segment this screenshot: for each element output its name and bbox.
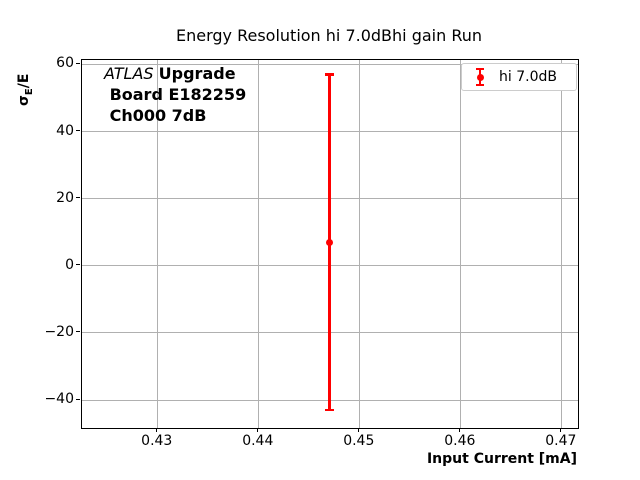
x-tick-label: 0.43 [141,433,173,449]
y-axis-label-rest: /E [16,73,32,89]
y-tick-mark [76,398,80,400]
x-tick-label: 0.45 [343,433,375,449]
y-axis-label: σE/E [16,74,35,106]
chart-title: Energy Resolution hi 7.0dBhi gain Run [175,26,483,45]
y-tick-mark [76,197,80,199]
legend: hi 7.0dB [461,63,577,91]
y-tick-label: 20 [56,189,74,206]
y-tick-label: −20 [44,323,74,340]
x-tick-mark [358,428,360,432]
annotation-block: ATLAS Upgrade Board E182259 Ch000 7dB [104,63,246,126]
annotation-upgrade-label: Upgrade [158,64,236,83]
x-tick-mark [257,428,259,432]
y-tick-mark [76,331,80,333]
annotation-line-2: Board E182259 [104,85,247,104]
x-tick-mark [459,428,461,432]
x-tick-label: 0.46 [444,433,476,449]
x-tick-label: 0.44 [242,433,274,449]
y-tick-mark [76,264,80,266]
y-tick-label: 0 [65,256,74,273]
data-point-marker [325,238,333,246]
y-axis-label-sigma: σ [16,95,32,106]
y-tick-label: −40 [44,391,74,408]
gridline-vertical [561,60,563,428]
gridline-vertical [258,60,260,428]
legend-errorbar-icon [473,67,487,87]
annotation-atlas-label: ATLAS [104,64,159,83]
legend-entry-label: hi 7.0dB [499,69,557,85]
y-tick-mark [76,62,80,64]
y-tick-label: 40 [56,122,74,139]
errorbar-cap-top [324,73,334,76]
annotation-line-3: Ch000 7dB [104,106,207,125]
y-axis-label-subscript: E [23,88,35,96]
legend-errorbar-dot [476,73,484,81]
x-axis-label: Input Current [mA] [426,451,577,467]
gridline-vertical [157,60,159,428]
gridline-horizontal [82,63,578,65]
errorbar-cap-bottom [324,408,334,412]
plot-area [81,59,579,429]
x-tick-mark [560,428,562,432]
annotation-line-1: ATLAS Upgrade [104,63,246,84]
gridline-vertical [460,60,462,428]
legend-errorbar-cap-bottom [476,84,484,86]
gridline-vertical [359,60,361,428]
y-tick-label: 60 [56,55,74,72]
y-tick-mark [76,130,80,132]
legend-errorbar-cap-top [476,68,484,70]
x-tick-label: 0.47 [545,433,577,449]
x-tick-mark [156,428,158,432]
